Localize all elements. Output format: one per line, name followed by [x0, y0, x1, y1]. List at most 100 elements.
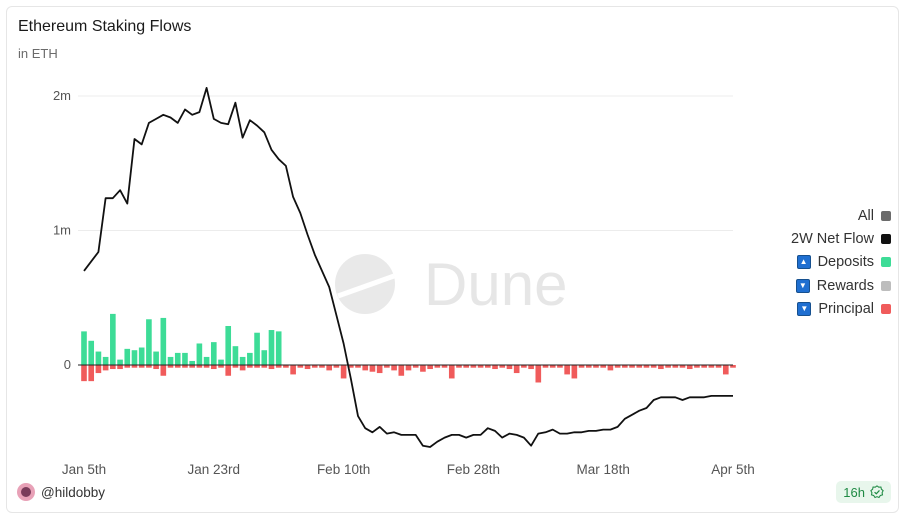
deposits-bar[interactable]: [95, 351, 102, 365]
principal-bar[interactable]: [398, 365, 405, 376]
deposits-bar[interactable]: [146, 319, 152, 365]
principal-bar[interactable]: [362, 365, 369, 371]
principal-bar[interactable]: [210, 365, 217, 370]
principal-bar[interactable]: [492, 365, 498, 370]
principal-bar[interactable]: [456, 365, 462, 368]
deposits-bar[interactable]: [232, 346, 239, 365]
principal-bar[interactable]: [146, 365, 152, 368]
principal-bar[interactable]: [138, 365, 145, 368]
principal-bar[interactable]: [196, 365, 203, 368]
deposits-bar[interactable]: [196, 343, 203, 365]
deposits-bar[interactable]: [117, 359, 123, 365]
deposits-bar[interactable]: [268, 330, 275, 365]
author-link[interactable]: @hildobby: [17, 483, 105, 501]
principal-bar[interactable]: [355, 365, 361, 368]
principal-bar[interactable]: [182, 365, 188, 368]
principal-bar[interactable]: [95, 365, 102, 374]
principal-bar[interactable]: [600, 365, 607, 368]
principal-bar[interactable]: [340, 365, 347, 379]
legend-item-all[interactable]: All: [731, 204, 891, 227]
principal-bar[interactable]: [117, 365, 123, 370]
principal-bar[interactable]: [463, 365, 470, 368]
principal-bar[interactable]: [521, 365, 527, 368]
principal-bar[interactable]: [391, 365, 397, 371]
principal-bar[interactable]: [499, 365, 506, 368]
principal-bar[interactable]: [420, 365, 426, 372]
principal-bar[interactable]: [283, 365, 289, 368]
principal-bar[interactable]: [297, 365, 304, 368]
principal-bar[interactable]: [102, 365, 109, 371]
principal-bar[interactable]: [247, 365, 253, 368]
deposits-bar[interactable]: [81, 331, 87, 365]
principal-bar[interactable]: [160, 365, 167, 376]
deposits-bar[interactable]: [218, 359, 224, 365]
principal-bar[interactable]: [304, 365, 311, 370]
principal-bar[interactable]: [686, 365, 693, 370]
principal-bar[interactable]: [131, 365, 138, 368]
deposits-bar[interactable]: [225, 325, 232, 365]
principal-bar[interactable]: [658, 365, 664, 370]
principal-bar[interactable]: [275, 365, 282, 368]
deposits-bar[interactable]: [203, 356, 210, 365]
deposits-bar[interactable]: [110, 313, 116, 365]
principal-bar[interactable]: [722, 365, 729, 375]
deposits-bar[interactable]: [182, 352, 188, 365]
principal-bar[interactable]: [701, 365, 707, 368]
deposits-bar[interactable]: [88, 340, 95, 365]
principal-bar[interactable]: [578, 365, 585, 368]
principal-bar[interactable]: [477, 365, 484, 368]
principal-bar[interactable]: [311, 365, 318, 368]
principal-bar[interactable]: [124, 365, 131, 368]
legend-item-net-flow[interactable]: 2W Net Flow: [731, 227, 891, 250]
principal-bar[interactable]: [427, 365, 433, 370]
principal-bar[interactable]: [650, 365, 657, 368]
legend-item-deposits[interactable]: ▲ Deposits: [731, 251, 891, 274]
principal-bar[interactable]: [730, 365, 736, 368]
principal-bar[interactable]: [405, 365, 412, 371]
principal-bar[interactable]: [441, 365, 448, 368]
net-flow-line[interactable]: [83, 87, 733, 448]
legend-item-rewards[interactable]: ▼ Rewards: [731, 274, 891, 297]
principal-bar[interactable]: [715, 365, 722, 368]
principal-bar[interactable]: [672, 365, 679, 368]
principal-bar[interactable]: [88, 365, 95, 382]
deposits-bar[interactable]: [138, 347, 145, 365]
principal-bar[interactable]: [470, 365, 477, 368]
principal-bar[interactable]: [622, 365, 628, 368]
principal-bar[interactable]: [679, 365, 686, 368]
principal-bar[interactable]: [376, 365, 383, 374]
principal-bar[interactable]: [369, 365, 376, 372]
principal-bar[interactable]: [708, 365, 715, 368]
principal-bar[interactable]: [643, 365, 650, 368]
principal-bar[interactable]: [347, 365, 354, 368]
principal-bar[interactable]: [333, 365, 340, 368]
principal-bar[interactable]: [506, 365, 513, 370]
principal-bar[interactable]: [448, 365, 455, 379]
principal-bar[interactable]: [110, 365, 116, 370]
principal-bar[interactable]: [218, 365, 224, 368]
principal-bar[interactable]: [485, 365, 491, 368]
deposits-bar[interactable]: [102, 356, 109, 365]
sort-down-icon[interactable]: ▼: [797, 301, 812, 316]
deposits-bar[interactable]: [261, 350, 268, 365]
sort-up-icon[interactable]: ▲: [796, 255, 811, 270]
principal-bar[interactable]: [261, 365, 268, 368]
principal-bar[interactable]: [384, 365, 390, 368]
principal-bar[interactable]: [254, 365, 260, 368]
principal-bar[interactable]: [549, 365, 556, 368]
principal-bar[interactable]: [607, 365, 614, 371]
deposits-bar[interactable]: [189, 360, 195, 365]
principal-bar[interactable]: [412, 365, 419, 368]
principal-bar[interactable]: [585, 365, 592, 368]
principal-bar[interactable]: [189, 365, 195, 368]
deposits-bar[interactable]: [153, 351, 159, 365]
deposits-bar[interactable]: [210, 342, 217, 365]
principal-bar[interactable]: [557, 365, 563, 368]
principal-bar[interactable]: [564, 365, 570, 375]
principal-bar[interactable]: [542, 365, 549, 368]
principal-bar[interactable]: [326, 365, 332, 371]
principal-bar[interactable]: [694, 365, 700, 368]
deposits-bar[interactable]: [160, 317, 167, 365]
deposits-bar[interactable]: [174, 352, 181, 365]
deposits-bar[interactable]: [167, 356, 174, 365]
